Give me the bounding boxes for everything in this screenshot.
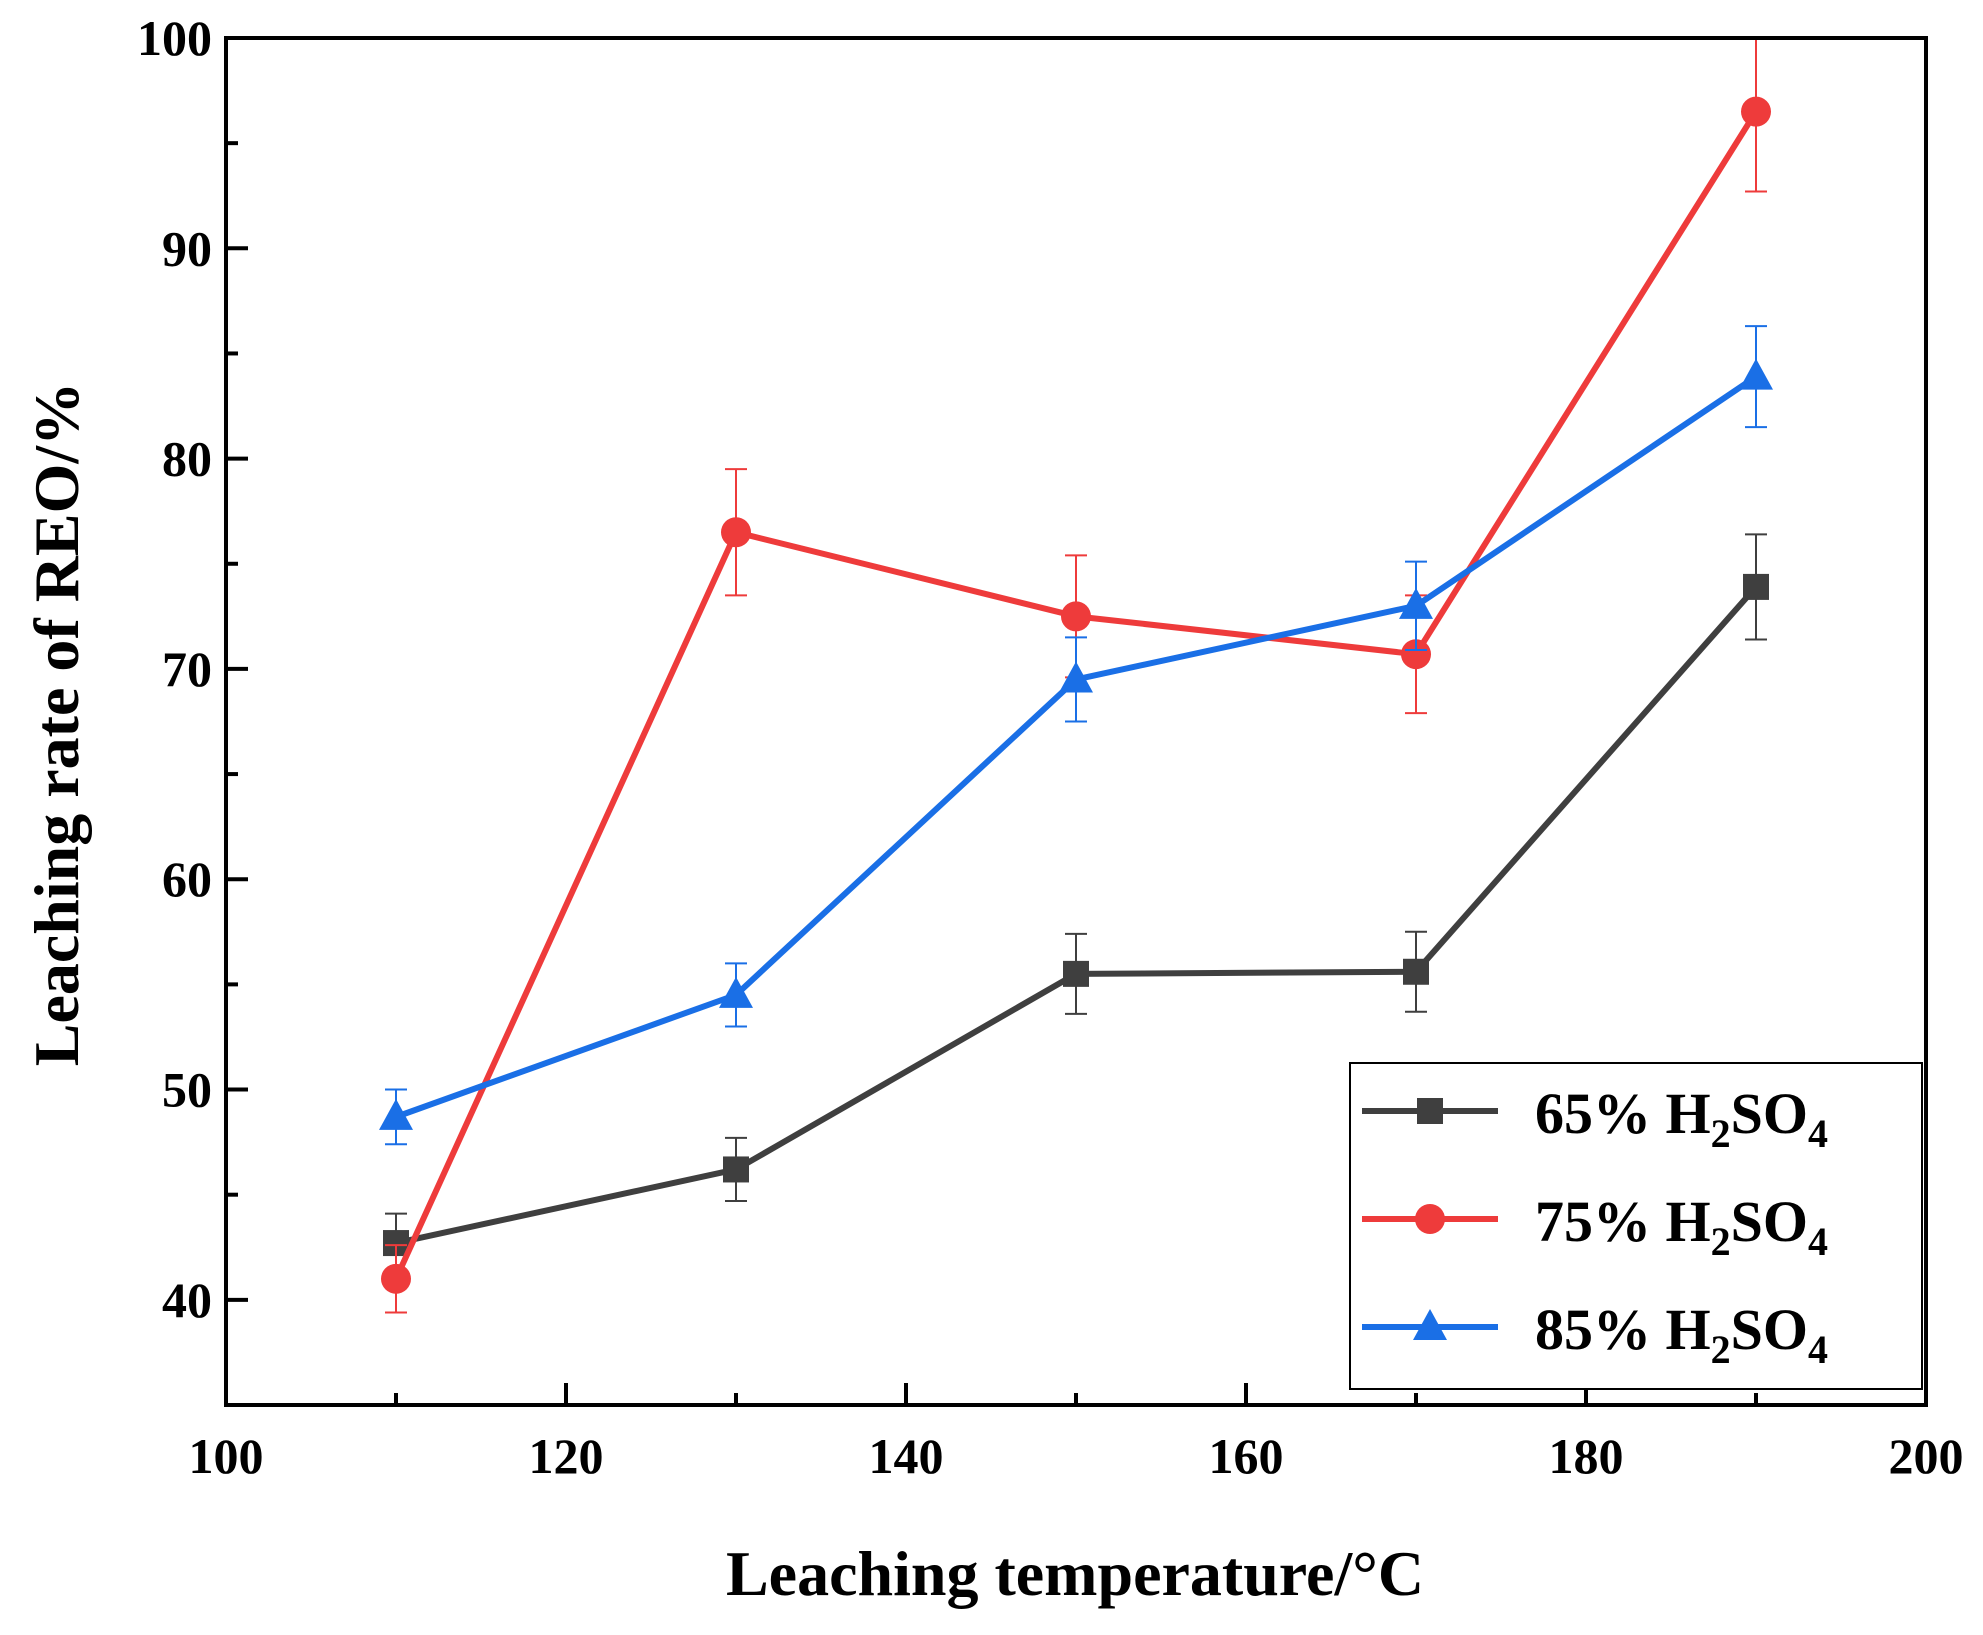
x-tick-label: 180 [1549,1428,1624,1484]
legend-label-part: 75% H [1535,1189,1711,1254]
legend-box [1349,1062,1923,1390]
y-tick-label: 100 [137,10,212,66]
legend-swatch-marker [1413,1309,1447,1340]
legend-label: 75% H2SO4 [1535,1189,1828,1264]
data-point-0-3 [1403,958,1429,985]
legend-label-subscript: 2 [1711,1327,1731,1372]
data-point-0-4 [1743,573,1769,600]
x-axis-title: Leaching temperature/°C [726,1538,1424,1609]
x-tick-label: 160 [1209,1428,1284,1484]
data-point-1-3 [1401,639,1431,670]
y-tick-label: 70 [162,641,212,697]
data-point-0-1 [723,1156,749,1183]
x-tick-label: 100 [189,1428,264,1484]
data-point-2-3 [1399,587,1433,619]
legend-item-2: 85% H2SO4 [1362,1297,1828,1372]
data-point-1-2 [1061,601,1091,632]
legend-label-subscript: 2 [1711,1111,1731,1156]
data-point-1-0 [381,1263,411,1294]
legend-label-subscript: 4 [1808,1111,1828,1156]
series-1 [381,38,1771,1314]
series-layer [379,38,1773,1314]
legend-swatch-marker [1417,1098,1443,1124]
legend-label-part: SO [1731,1189,1808,1254]
axes-layer: 100 120 140 160 180 200 40 50 60 70 80 90 100 [137,10,1964,1484]
legend-label: 85% H2SO4 [1535,1297,1828,1372]
legend-swatch-marker [1415,1204,1445,1234]
legend-label-subscript: 4 [1808,1219,1828,1264]
data-point-1-1 [721,517,751,548]
data-point-2-2 [1059,661,1093,693]
data-point-2-1 [719,976,753,1008]
series-0 [383,533,1769,1274]
data-point-1-4 [1741,96,1771,127]
y-tick-label: 60 [162,851,212,907]
legend-item-1: 75% H2SO4 [1362,1189,1828,1264]
legend-label-part: SO [1731,1081,1808,1146]
data-point-2-4 [1739,358,1773,390]
data-point-0-2 [1063,960,1089,987]
y-tick-label: 40 [162,1272,212,1328]
series-2 [379,325,1773,1146]
legend-label-part: 65% H [1535,1081,1711,1146]
legend-label-subscript: 4 [1808,1327,1828,1372]
legend-label-subscript: 2 [1711,1219,1731,1264]
x-tick-label: 140 [869,1428,944,1484]
legend-label: 65% H2SO4 [1535,1081,1828,1156]
legend-item-0: 65% H2SO4 [1362,1081,1828,1156]
legend-label-part: 85% H [1535,1297,1711,1362]
x-tick-label: 120 [529,1428,604,1484]
data-point-2-0 [379,1098,413,1130]
x-tick-label: 200 [1889,1428,1964,1484]
y-axis-title: Leaching rate of REO/% [21,382,92,1066]
y-tick-label: 80 [162,431,212,487]
y-tick-label: 90 [162,220,212,276]
legend-label-part: SO [1731,1297,1808,1362]
y-tick-label: 50 [162,1062,212,1118]
